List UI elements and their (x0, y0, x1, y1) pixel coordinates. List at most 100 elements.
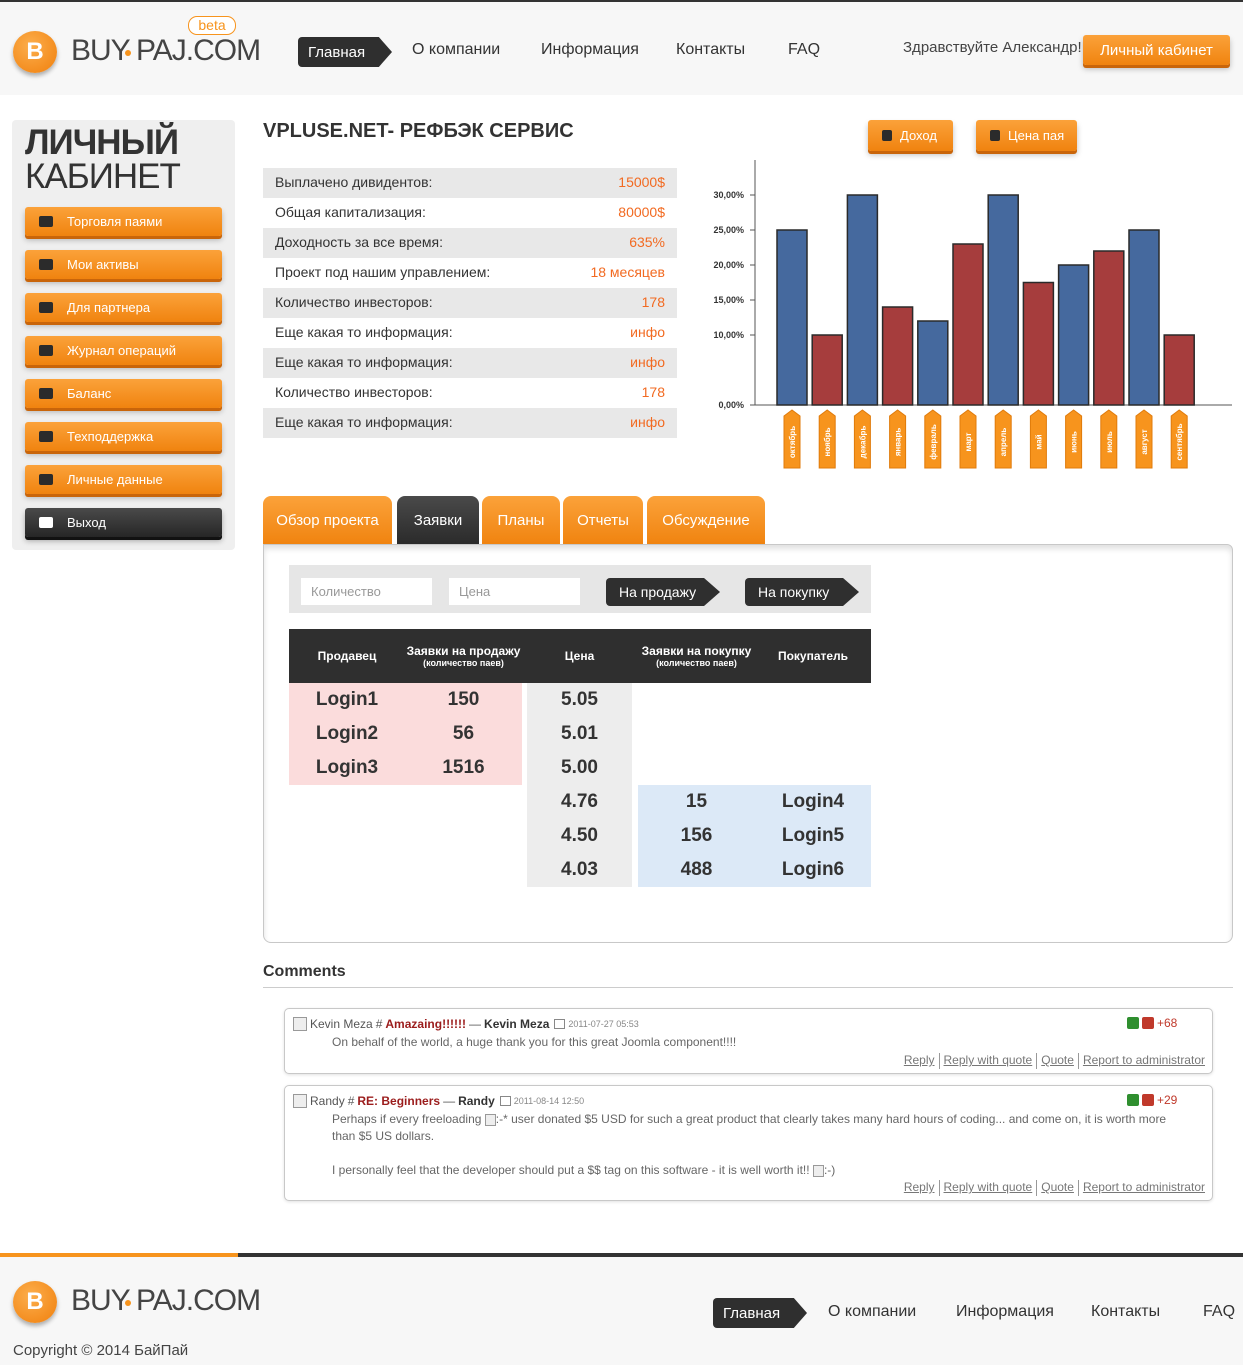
info-value: инфо (630, 354, 665, 370)
table-cell: 56 (452, 723, 475, 744)
menu-label[interactable]: Выход (67, 515, 106, 530)
comment-author: Kevin Meza (484, 1017, 550, 1031)
buy-row-bg (638, 819, 871, 853)
sidebar-title: КАБИНЕТ (25, 157, 181, 196)
x-tick-label: март (964, 432, 973, 451)
tab[interactable]: Заявки (397, 496, 479, 545)
menu-item[interactable]: Для партнера (25, 293, 222, 322)
comment-action[interactable]: Reply with quote (938, 1180, 1032, 1196)
menu-label[interactable]: Техподдержка (67, 429, 154, 444)
info-value: 635% (629, 234, 665, 250)
column-header: Покупатель (755, 629, 871, 683)
menu-icon (39, 302, 53, 313)
vote-up[interactable] (1127, 1094, 1139, 1106)
menu-label[interactable]: Торговля паями (67, 214, 163, 229)
comment-dash: — (469, 1017, 482, 1031)
comment-action[interactable]: Quote (1036, 1180, 1074, 1196)
comment-anchor[interactable]: # (347, 1094, 355, 1108)
logo-dot (125, 50, 131, 56)
chart-button[interactable]: Доход (868, 120, 953, 151)
comment-date: 2011-07-27 05:53 (568, 1019, 639, 1029)
info-label: Доходность за все время: (275, 234, 444, 250)
nav-item[interactable]: Информация (541, 41, 639, 58)
input[interactable]: Цена (449, 578, 580, 605)
y-tick-label: 15,00% (713, 295, 744, 305)
info-value: 15000$ (618, 174, 665, 190)
menu-label[interactable]: Личные данные (67, 472, 163, 487)
comment-action[interactable]: Reply (903, 1180, 935, 1194)
footer-nav-item[interactable]: Контакты (1091, 1303, 1161, 1320)
menu-label[interactable]: Баланс (67, 386, 112, 401)
menu-item[interactable]: Выход (25, 508, 222, 537)
vote-up[interactable] (1127, 1017, 1139, 1029)
order-button[interactable]: На покупку (745, 578, 859, 606)
comment-action[interactable]: Reply with quote (938, 1053, 1032, 1069)
menu-label[interactable]: Для партнера (67, 300, 151, 315)
table-cell: 488 (680, 859, 713, 880)
footer-nav-item[interactable]: Информация (956, 1303, 1054, 1320)
logo-part2: PAJ.COM (136, 34, 261, 67)
info-value: 178 (641, 384, 665, 400)
menu-item[interactable]: Мои активы (25, 250, 222, 279)
comment-title[interactable]: Amazaing!!!!!! (385, 1017, 467, 1031)
tab[interactable]: Отчеты (563, 496, 643, 545)
comment-action[interactable]: Reply (903, 1053, 935, 1067)
chart-button-icon (990, 130, 1000, 141)
info-row: Проект под нашим управлением: 18 месяцев (263, 258, 677, 288)
vote-down[interactable] (1142, 1094, 1154, 1106)
comment-action[interactable]: Quote (1036, 1053, 1074, 1069)
input[interactable]: Количество (301, 578, 432, 605)
comments-title: Comments (263, 963, 346, 980)
tab[interactable]: Обсуждение (647, 496, 765, 545)
menu-item[interactable]: Баланс (25, 379, 222, 408)
table-cell: Login6 (781, 859, 845, 880)
menu-item[interactable]: Личные данные (25, 465, 222, 494)
info-row: Количество инвесторов: 178 (263, 378, 677, 408)
footer-nav-active[interactable]: Главная (713, 1298, 807, 1328)
menu-label[interactable]: Журнал операций (67, 343, 176, 358)
comment-head: Randy # RE: Beginners — Randy 2011-08-14 12:5… (293, 1092, 1093, 1110)
menu-item[interactable]: Техподдержка (25, 422, 222, 451)
tab[interactable]: Обзор проекта (263, 496, 392, 545)
nav-item-active[interactable]: Главная (298, 37, 392, 67)
x-tick-label: июнь (1070, 431, 1079, 453)
category-tag (1100, 409, 1118, 469)
menu-label[interactable]: Мои активы (67, 257, 139, 272)
column-header: Заявки на покупку (количество паев) (638, 629, 755, 683)
cabinet-button[interactable]: Личный кабинет (1083, 35, 1230, 65)
menu-item[interactable]: Журнал операций (25, 336, 222, 365)
category-tag (1065, 409, 1083, 469)
comment: Randy # RE: Beginners — Randy 2011-08-14 12:5… (284, 1085, 1213, 1201)
comment-action[interactable]: Report to administrator (1077, 1053, 1205, 1069)
copyright: Copyright © 2014 БайПай (13, 1342, 189, 1359)
category-tag (924, 409, 942, 469)
nav-item[interactable]: Контакты (676, 41, 746, 58)
order-button[interactable]: На продажу (606, 578, 720, 606)
comment-votes: +29 (1127, 1092, 1207, 1108)
footer-nav-item[interactable]: FAQ (1203, 1303, 1236, 1320)
info-value: 18 месяцев (590, 264, 665, 280)
nav-item[interactable]: FAQ (788, 41, 821, 58)
comment-actions: Reply Reply with quote Quote Report to admi… (705, 1053, 1205, 1069)
nav-item[interactable]: О компании (412, 41, 501, 58)
menu-icon (39, 431, 53, 442)
chart-button[interactable]: Цена пая (976, 120, 1077, 151)
sell-row-bg (289, 717, 522, 751)
category-tag (783, 409, 801, 469)
comment-paragraph: Perhaps if every freeloading :-* user do… (332, 1111, 1192, 1145)
comments-rule (263, 987, 1233, 988)
comment-title[interactable]: RE: Beginners (357, 1094, 441, 1108)
table-cell: Login4 (781, 791, 845, 812)
menu-item[interactable]: Торговля паями (25, 207, 222, 236)
table-cell: 15 (685, 791, 708, 812)
emoticon-icon (484, 1113, 496, 1126)
comment-action[interactable]: Report to administrator (1077, 1180, 1205, 1196)
bar (811, 334, 843, 406)
vote-down[interactable] (1142, 1017, 1154, 1029)
comment-date: 2011-08-14 12:50 (513, 1096, 585, 1106)
buy-row-bg (638, 853, 871, 887)
emoticon-icon (812, 1164, 824, 1177)
footer-nav-item[interactable]: О компании (828, 1303, 917, 1320)
comment-anchor[interactable]: # (375, 1017, 383, 1031)
tab[interactable]: Планы (482, 496, 560, 545)
